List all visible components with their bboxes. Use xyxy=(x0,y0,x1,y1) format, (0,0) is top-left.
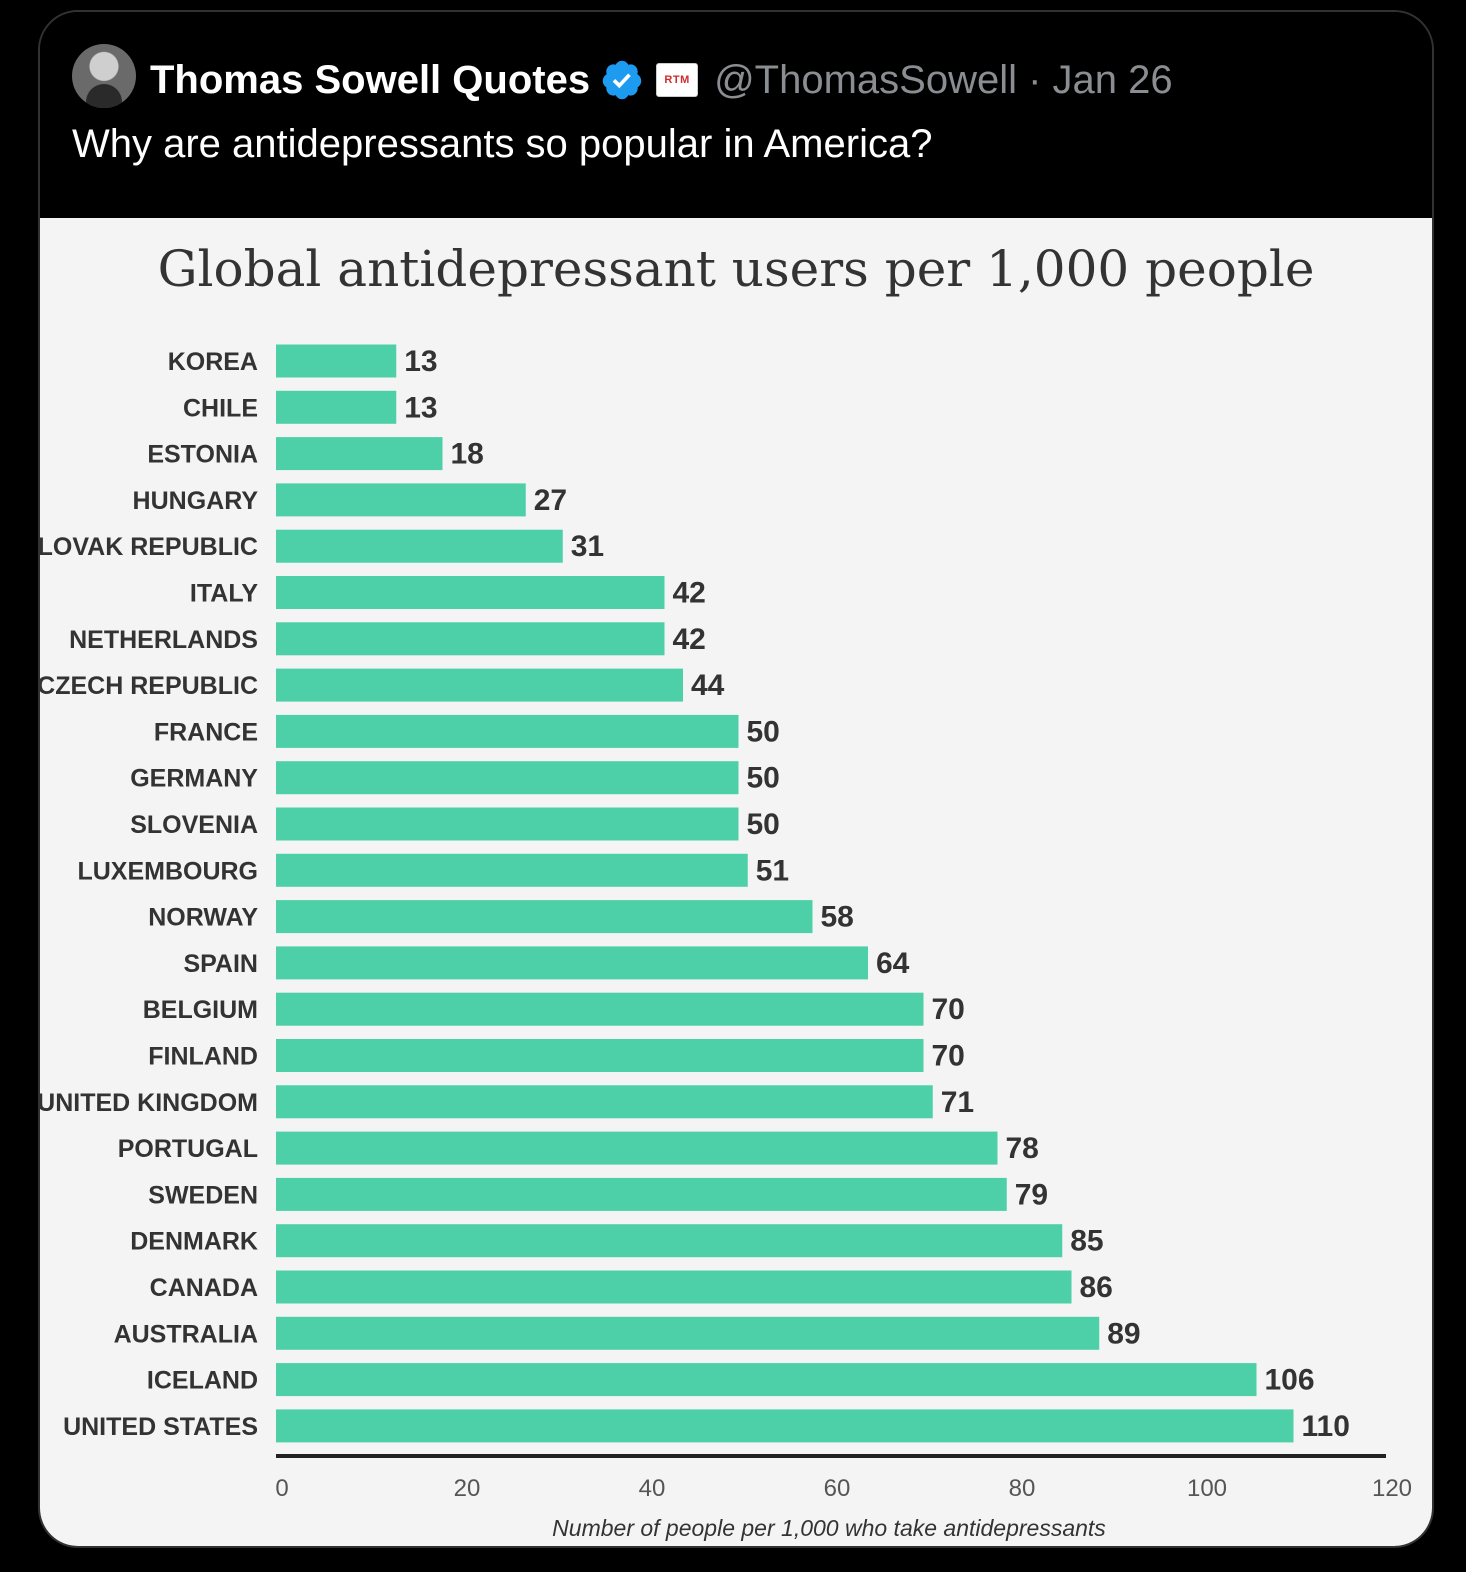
verified-badge-shape xyxy=(602,60,642,100)
verified-badge-icon xyxy=(602,60,642,100)
value-label: 85 xyxy=(1070,1225,1103,1258)
category-label: BELGIUM xyxy=(143,996,258,1024)
tweet-card[interactable]: Thomas Sowell Quotes RTM @ThomasSowell ·… xyxy=(38,10,1434,1548)
value-label: 27 xyxy=(534,484,567,517)
bar-belgium xyxy=(276,992,924,1026)
bar-hungary xyxy=(276,483,526,517)
value-label: 51 xyxy=(756,854,789,887)
category-label: FRANCE xyxy=(154,718,258,746)
bar-chile xyxy=(276,390,397,424)
category-label: UNITED STATES xyxy=(63,1413,258,1441)
bar-canada xyxy=(276,1270,1072,1304)
category-label: NORWAY xyxy=(148,904,258,932)
bar-iceland xyxy=(276,1363,1257,1397)
bar-korea xyxy=(276,344,397,378)
verified-check-shape xyxy=(612,73,631,89)
avatar[interactable] xyxy=(72,44,136,108)
bar-united-states xyxy=(276,1409,1294,1443)
value-label: 78 xyxy=(1006,1132,1039,1165)
x-axis-title: Number of people per 1,000 who take anti… xyxy=(552,1515,1106,1541)
tweet-header: Thomas Sowell Quotes RTM @ThomasSowell ·… xyxy=(40,12,1432,218)
value-label: 110 xyxy=(1302,1410,1350,1443)
bar-spain xyxy=(276,946,868,980)
x-tick-labels: 0 20 40 60 80 100 120 xyxy=(275,1475,1412,1502)
category-label: KOREA xyxy=(168,348,258,376)
category-label: HUNGARY xyxy=(133,487,259,515)
value-label: 64 xyxy=(876,947,910,980)
bar-portugal xyxy=(276,1131,998,1165)
value-label: 70 xyxy=(932,993,965,1026)
value-label: 42 xyxy=(673,623,706,656)
value-label: 50 xyxy=(747,715,780,748)
bar-norway xyxy=(276,900,813,934)
category-label: CZECH REPUBLIC xyxy=(40,672,258,700)
handle-and-date[interactable]: @ThomasSowell · Jan 26 xyxy=(714,57,1173,102)
bar-germany xyxy=(276,761,739,795)
bar-united-kingdom xyxy=(276,1085,933,1119)
category-label: PORTUGAL xyxy=(118,1135,258,1163)
category-label: AUSTRALIA xyxy=(114,1320,258,1348)
affiliate-badge[interactable]: RTM xyxy=(656,63,699,97)
value-label: 50 xyxy=(747,808,780,841)
value-label: 50 xyxy=(747,762,780,795)
value-label: 79 xyxy=(1015,1178,1048,1211)
value-label: 89 xyxy=(1107,1317,1140,1350)
value-label: 13 xyxy=(404,391,437,424)
display-name[interactable]: Thomas Sowell Quotes xyxy=(150,57,591,102)
value-label: 106 xyxy=(1265,1364,1315,1397)
x-tick-label: 80 xyxy=(1009,1475,1036,1502)
x-tick-label: 60 xyxy=(824,1475,851,1502)
value-label: 42 xyxy=(673,577,706,610)
bar-denmark xyxy=(276,1224,1063,1258)
x-tick-label: 40 xyxy=(639,1475,666,1502)
category-label: SLOVENIA xyxy=(130,811,258,839)
category-label: ITALY xyxy=(190,580,258,608)
chart-title: Global antidepressant users per 1,000 pe… xyxy=(157,240,1315,298)
value-label: 44 xyxy=(691,669,725,702)
category-label: GERMANY xyxy=(130,765,258,793)
x-tick-label: 100 xyxy=(1187,1475,1227,1502)
bars-layer xyxy=(276,344,1294,1443)
bar-australia xyxy=(276,1316,1100,1350)
bar-czech-republic xyxy=(276,668,683,702)
category-label: SLOVAK REPUBLIC xyxy=(40,533,258,561)
bar-finland xyxy=(276,1039,924,1072)
value-label: 86 xyxy=(1080,1271,1113,1304)
value-label: 71 xyxy=(941,1086,974,1119)
category-label: ICELAND xyxy=(147,1367,258,1395)
category-label: SPAIN xyxy=(183,950,258,978)
x-tick-label: 0 xyxy=(275,1475,288,1502)
category-label: DENMARK xyxy=(130,1228,258,1256)
bar-slovak-republic xyxy=(276,529,563,563)
value-label: 70 xyxy=(932,1040,965,1073)
category-label: SWEDEN xyxy=(148,1181,258,1209)
bar-chart: KOREA CHILE ESTONIA HUNGARY SLOVAK REPUBLIC I… xyxy=(40,344,1412,1541)
value-label: 18 xyxy=(451,438,484,471)
bar-estonia xyxy=(276,437,443,471)
x-tick-label: 20 xyxy=(454,1475,481,1502)
category-label: UNITED KINGDOM xyxy=(40,1089,258,1117)
category-label: CANADA xyxy=(150,1274,258,1302)
tweet-text: Why are antidepressants so popular in Am… xyxy=(72,122,933,166)
bar-italy xyxy=(276,576,665,609)
category-label: CHILE xyxy=(183,394,258,422)
category-label: LUXEMBOURG xyxy=(77,857,258,885)
category-label: NETHERLANDS xyxy=(69,626,258,654)
category-label: FINLAND xyxy=(148,1043,258,1071)
x-tick-label: 120 xyxy=(1372,1475,1412,1502)
value-label: 58 xyxy=(821,901,854,934)
bar-france xyxy=(276,714,739,748)
bar-slovenia xyxy=(276,807,739,841)
bar-sweden xyxy=(276,1177,1007,1211)
category-labels: KOREA CHILE ESTONIA HUNGARY SLOVAK REPUBLIC I… xyxy=(40,348,258,1441)
bar-netherlands xyxy=(276,622,665,656)
value-label: 13 xyxy=(404,345,437,378)
author-row: Thomas Sowell Quotes RTM @ThomasSowell ·… xyxy=(150,52,1173,108)
value-label: 31 xyxy=(571,530,604,563)
chart-image[interactable]: Global antidepressant users per 1,000 pe… xyxy=(40,218,1432,1546)
category-label: ESTONIA xyxy=(147,441,258,469)
bar-luxembourg xyxy=(276,853,748,887)
